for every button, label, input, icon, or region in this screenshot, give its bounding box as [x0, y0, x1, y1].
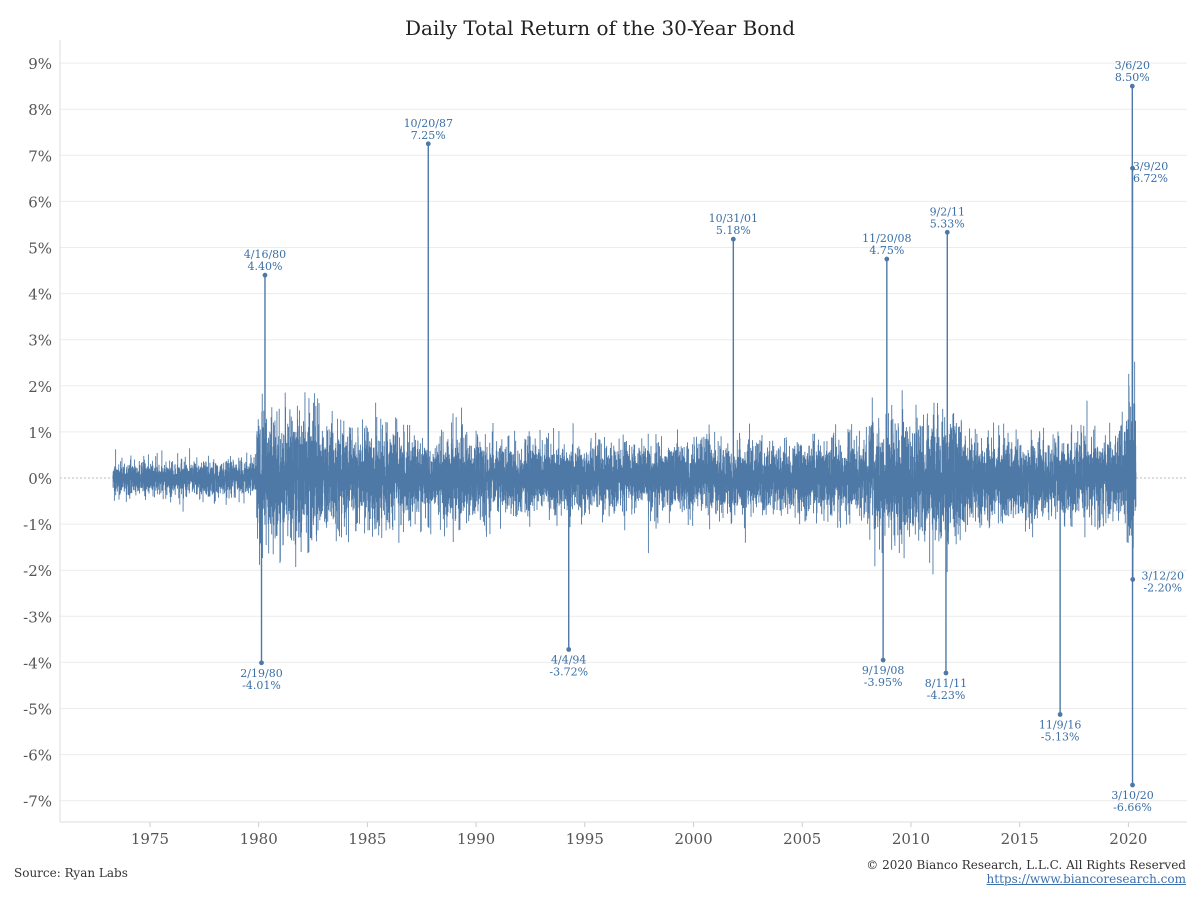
y-tick-label: 2%: [28, 378, 52, 396]
annotation-date: 3/10/20: [1111, 789, 1153, 802]
annotation-date: 10/20/87: [404, 117, 453, 130]
y-tick-label: 0%: [28, 470, 52, 488]
annotation-date: 3/6/20: [1115, 59, 1150, 72]
daily-return-bars: [112, 361, 1137, 575]
annotation-value: -4.01%: [242, 679, 281, 692]
annotation-date: 3/9/20: [1133, 160, 1168, 173]
x-tick-label: 2020: [1109, 830, 1147, 848]
annotation-value: -3.72%: [549, 665, 588, 678]
y-tick-label: -2%: [23, 562, 52, 580]
y-tick-label: 6%: [28, 193, 52, 211]
annotation-date: 9/19/08: [862, 664, 904, 677]
y-tick-label: 1%: [28, 424, 52, 442]
x-tick-label: 1995: [566, 830, 604, 848]
chart-title: Daily Total Return of the 30-Year Bond: [404, 16, 796, 40]
annotation-date: 10/31/01: [709, 212, 758, 225]
annotation-value: 8.50%: [1115, 71, 1150, 84]
grid-lines: [60, 62, 1187, 802]
annotation-value: 5.33%: [930, 217, 965, 230]
spike-marker: [884, 256, 890, 262]
spike-marker: [944, 229, 950, 235]
annotation-value: 5.18%: [716, 224, 751, 237]
spike-marker: [1130, 577, 1136, 582]
annotations: 4/16/804.40% 2/19/80-4.01% 10/20/877.25% 4/…: [240, 59, 1184, 814]
y-tick-label: 7%: [28, 147, 52, 165]
y-tick-label: -7%: [23, 793, 52, 811]
x-tick-label: 2005: [783, 830, 821, 848]
annotation-date: 4/4/94: [551, 653, 586, 666]
annotation-value: 6.72%: [1133, 172, 1168, 185]
spike-marker: [943, 670, 949, 676]
annotation-date: 3/12/20: [1142, 569, 1184, 582]
y-tick-label: 5%: [28, 240, 52, 258]
annotation-date: 8/11/11: [925, 677, 967, 690]
annotation-value: -3.95%: [864, 676, 903, 689]
spike-marker: [1129, 83, 1135, 89]
annotation-date: 11/20/08: [862, 232, 911, 245]
y-tick-label: -6%: [23, 747, 52, 765]
spike-marker: [259, 660, 264, 666]
annotation-value: 7.25%: [411, 129, 446, 142]
spike-marker: [1057, 712, 1063, 717]
annotation-date: 11/9/16: [1039, 718, 1081, 731]
spike-marker: [730, 236, 736, 242]
axes: 9% 8% 7% 6% 5% 4% 3% 2% 1% 0% -1% -2% -3% -4% -5% -6% -7…: [23, 40, 1187, 848]
x-tick-label: 2000: [674, 830, 712, 848]
x-tick-label: 1980: [240, 830, 278, 848]
copyright-text: © 2020 Bianco Research, L.L.C. All Right…: [866, 858, 1186, 872]
spike-marker: [1130, 165, 1135, 171]
annotation-value: -6.66%: [1113, 801, 1152, 814]
x-tick-label: 2015: [1001, 830, 1039, 848]
return-series: [112, 83, 1137, 788]
annotation-value: -4.23%: [927, 689, 966, 702]
annotation-date: 2/19/80: [240, 667, 282, 680]
y-tick-label: 4%: [28, 286, 52, 304]
annotation-value: -5.13%: [1041, 730, 1080, 743]
y-tick-label: -1%: [23, 516, 52, 534]
footer-credits: © 2020 Bianco Research, L.L.C. All Right…: [866, 858, 1186, 886]
spike-marker: [262, 272, 268, 278]
annotation-value: -2.20%: [1143, 581, 1182, 594]
y-tick-label: 8%: [28, 101, 52, 119]
spike-marker: [1130, 782, 1135, 788]
y-tick-label: -4%: [23, 654, 52, 672]
x-tick-label: 1990: [457, 830, 495, 848]
website-link[interactable]: https://www.biancoresearch.com: [986, 872, 1186, 886]
y-tick-label: -5%: [23, 701, 52, 719]
spike-marker: [425, 141, 431, 147]
annotation-value: 4.75%: [869, 244, 904, 257]
annotation-date: 4/16/80: [244, 248, 286, 261]
annotation-date: 9/2/11: [930, 205, 965, 218]
y-tick-label: 3%: [28, 332, 52, 350]
x-tick-label: 2010: [892, 830, 930, 848]
x-tick-label: 1975: [131, 830, 169, 848]
spike-marker: [880, 657, 886, 663]
annotation-value: 4.40%: [248, 260, 283, 273]
y-tick-label: 9%: [28, 55, 52, 73]
source-note: Source: Ryan Labs: [14, 866, 128, 880]
spike-marker: [566, 647, 572, 652]
y-tick-label: -3%: [23, 608, 52, 626]
x-tick-label: 1985: [348, 830, 386, 848]
